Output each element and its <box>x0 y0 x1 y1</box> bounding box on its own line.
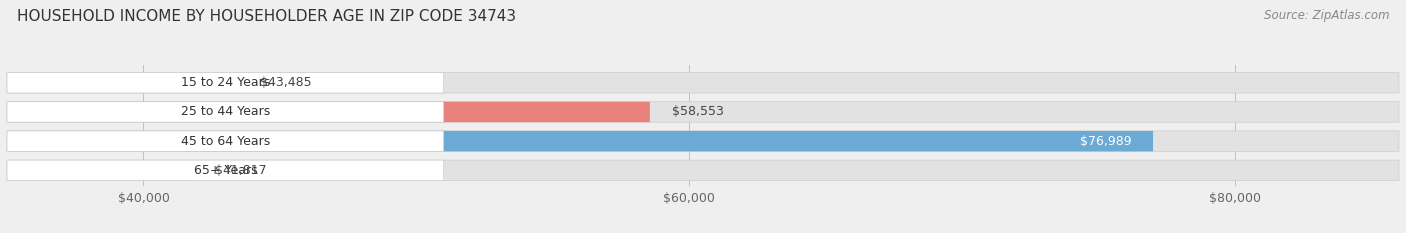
FancyBboxPatch shape <box>7 131 1399 151</box>
FancyBboxPatch shape <box>7 160 193 181</box>
FancyBboxPatch shape <box>7 72 444 93</box>
FancyBboxPatch shape <box>7 72 239 93</box>
Text: 45 to 64 Years: 45 to 64 Years <box>181 135 270 148</box>
FancyBboxPatch shape <box>7 131 444 151</box>
Text: $43,485: $43,485 <box>260 76 312 89</box>
Text: $58,553: $58,553 <box>672 106 724 118</box>
FancyBboxPatch shape <box>7 102 1399 122</box>
FancyBboxPatch shape <box>7 131 1153 151</box>
Text: 15 to 24 Years: 15 to 24 Years <box>181 76 270 89</box>
FancyBboxPatch shape <box>7 160 444 181</box>
FancyBboxPatch shape <box>7 72 1399 93</box>
Text: $41,817: $41,817 <box>215 164 267 177</box>
Text: $76,989: $76,989 <box>1080 135 1132 148</box>
FancyBboxPatch shape <box>7 160 1399 181</box>
Text: 65+ Years: 65+ Years <box>194 164 257 177</box>
Text: Source: ZipAtlas.com: Source: ZipAtlas.com <box>1264 9 1389 22</box>
Text: 25 to 44 Years: 25 to 44 Years <box>181 106 270 118</box>
FancyBboxPatch shape <box>7 102 650 122</box>
Text: HOUSEHOLD INCOME BY HOUSEHOLDER AGE IN ZIP CODE 34743: HOUSEHOLD INCOME BY HOUSEHOLDER AGE IN Z… <box>17 9 516 24</box>
FancyBboxPatch shape <box>7 102 444 122</box>
